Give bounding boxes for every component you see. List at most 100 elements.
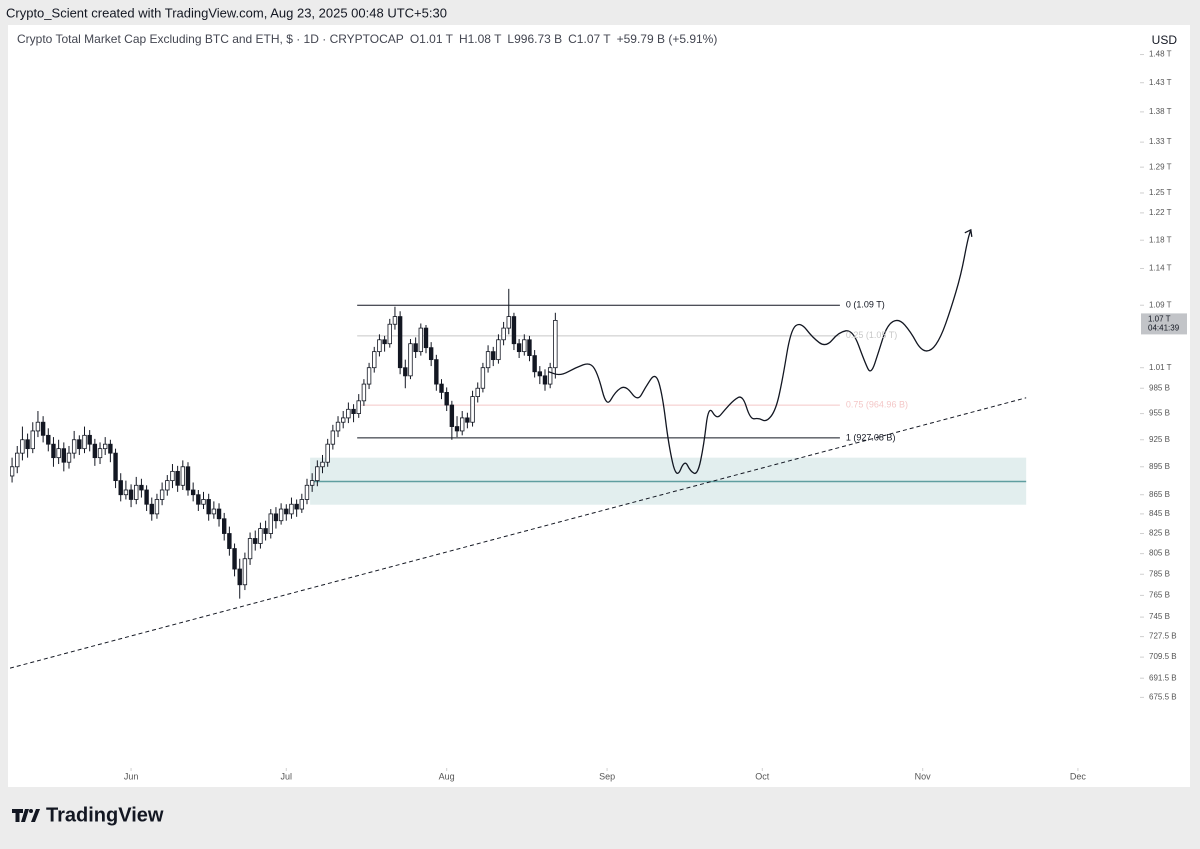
credit: Crypto_Scient created with TradingView.c… [6,5,447,20]
x-tick-label: Oct [755,771,770,781]
ohlc: L996.73 B [507,32,562,46]
candle-body [196,494,201,505]
candle-body [449,404,455,427]
x-tick-label: Jun [124,771,139,781]
candle-body [537,371,543,377]
candle-body [66,452,72,463]
price-tag-label: 1.07 T [1148,315,1171,324]
candle-body [480,367,486,389]
candle-body [268,513,273,534]
candle-body [118,480,123,496]
candle-body [71,439,77,454]
ohlc: O1.01 T [410,32,454,46]
candle-body [159,489,165,500]
candle-body [289,503,294,515]
candle-body [397,316,403,369]
candle-body [532,355,537,373]
y-tick-label: 691.5 B [1149,673,1177,682]
x-tick-label: Aug [439,771,455,781]
candle-body [522,339,527,353]
y-tick-label: 925 B [1149,435,1170,444]
candle-body [366,367,372,385]
candle-body [253,538,258,544]
y-tick-label: 745 B [1149,612,1170,621]
y-tick-label: 845 B [1149,509,1170,518]
candle-body [165,480,170,491]
y-tick-label: 675.5 B [1149,692,1177,701]
candle-body [149,503,154,515]
candle-body [216,508,222,520]
candle-body [87,434,92,445]
candle-body [40,421,46,436]
candle-body [82,434,87,450]
x-tick-label: Dec [1070,771,1087,781]
y-tick-label: 1.48 T [1149,50,1172,59]
candle-body [201,499,206,505]
y-tick-label: 1.43 T [1149,78,1172,87]
fib-label: 0.75 (964.96 B) [846,399,908,409]
candle-body [10,466,15,477]
symbol-title: Crypto Total Market Cap Excluding BTC an… [17,32,404,46]
candle-body [511,316,517,345]
candle-body [284,508,289,515]
candle-body [403,367,408,377]
change: +59.79 B (+5.91%) [617,32,718,46]
candle-body [320,461,325,468]
candle-body [428,347,434,361]
arrowhead [964,228,973,237]
candle-body [294,503,299,510]
candle-body [103,443,108,450]
candle-body [113,452,118,482]
y-tick-label: 1.38 T [1149,107,1172,116]
candle-body [61,448,67,463]
candle-body [154,499,160,515]
candle-body [227,533,232,549]
candle-body [25,439,30,450]
candle-body [377,339,382,353]
y-tick-label: 709.5 B [1149,652,1177,661]
ohlc: C1.07 T [568,32,611,46]
candle-body [185,466,191,491]
candle-body [299,499,305,510]
trendline [10,397,1027,669]
projection [548,229,972,475]
y-tick-label: 955 B [1149,409,1170,418]
candle-body [30,430,35,450]
price-tag-countdown: 04:41:39 [1148,324,1180,333]
candle-body [330,430,336,445]
y-tick-label: 825 B [1149,529,1170,538]
candle-body [108,443,113,454]
candle-body [470,396,475,423]
y-tick-label: 1.18 T [1149,235,1172,244]
candle-body [170,470,175,482]
candle-body [491,351,496,361]
candle-body [351,408,356,414]
candle-body [392,316,398,325]
y-tick-label: 1.01 T [1149,363,1172,372]
candle-body [180,466,186,486]
candle-body [434,359,439,385]
candle-body [356,400,361,414]
y-tick-label: 1.25 T [1149,188,1172,197]
candle-body [237,568,242,586]
y-tick-label: 805 B [1149,549,1170,558]
candle-body [20,439,25,454]
brand: TradingView [46,804,164,826]
y-tick-label: 765 B [1149,591,1170,600]
candle-body [206,499,211,515]
candle-body [304,484,310,500]
y-tick-label: 895 B [1149,462,1170,471]
candle-body [175,470,180,486]
candle-body [273,513,279,522]
candle-body [444,392,449,406]
y-tick-label: 785 B [1149,569,1170,578]
candle-body [496,339,501,361]
fib-label: 0 (1.09 T) [846,300,885,310]
candle-body [77,439,82,450]
candle-body [361,383,367,402]
y-tick-label: 865 B [1149,490,1170,499]
candle-body [144,489,149,505]
candle-body [485,351,491,369]
candle-body [346,408,351,419]
